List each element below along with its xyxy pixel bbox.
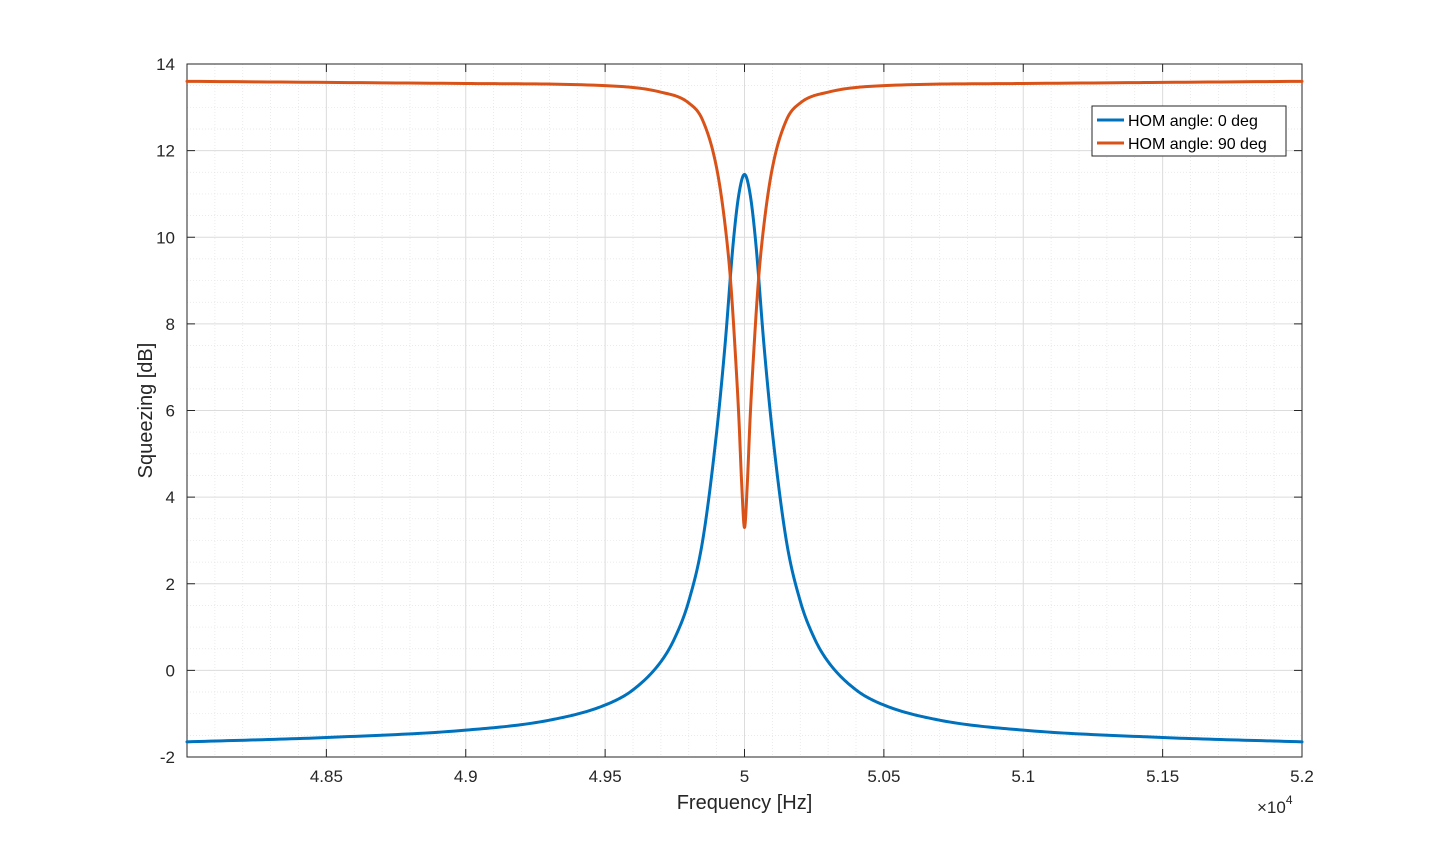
x-axis-multiplier-exponent: 4 xyxy=(1286,793,1293,807)
y-tick-labels: -2 0 2 4 6 8 10 12 14 xyxy=(156,55,175,767)
x-tick-label: 4.9 xyxy=(454,767,478,786)
y-axis-label: Squeezing [dB] xyxy=(135,343,157,479)
y-tick-label: -2 xyxy=(160,748,175,767)
x-tick-label: 5.2 xyxy=(1290,767,1314,786)
y-tick-label: 6 xyxy=(166,402,175,421)
y-tick-label: 12 xyxy=(156,142,175,161)
x-axis-multiplier-base: ×10 xyxy=(1257,798,1286,817)
y-tick-label: 14 xyxy=(156,55,175,74)
legend-label-hom-90: HOM angle: 90 deg xyxy=(1128,136,1267,153)
x-tick-label: 5.1 xyxy=(1011,767,1035,786)
legend: HOM angle: 0 deg HOM angle: 90 deg xyxy=(1091,105,1287,157)
y-tick-label: 4 xyxy=(166,488,175,507)
x-tick-label: 5 xyxy=(740,767,749,786)
y-tick-label: 8 xyxy=(166,315,175,334)
legend-label-hom-0: HOM angle: 0 deg xyxy=(1128,113,1258,130)
x-tick-label: 5.05 xyxy=(867,767,900,786)
y-tick-label: 10 xyxy=(156,228,175,247)
x-tick-label: 5.15 xyxy=(1146,767,1179,786)
series-line-hom-0 xyxy=(185,172,1304,744)
series-line-hom-90 xyxy=(185,79,1304,529)
x-tick-label: 4.95 xyxy=(589,767,622,786)
y-tick-label: 0 xyxy=(166,661,175,680)
x-tick-labels: 4.85 4.9 4.95 5 5.05 5.1 5.15 5.2 xyxy=(310,767,1314,786)
y-tick-label: 2 xyxy=(166,575,175,594)
major-gridlines xyxy=(187,63,1303,758)
x-axis-multiplier: ×104 xyxy=(1257,793,1293,817)
x-tick-label: 4.85 xyxy=(310,767,343,786)
series-layer xyxy=(185,79,1304,744)
axis-ticks xyxy=(187,63,1303,758)
legend-box xyxy=(1091,105,1287,157)
x-axis-label: Frequency [Hz] xyxy=(677,792,813,814)
